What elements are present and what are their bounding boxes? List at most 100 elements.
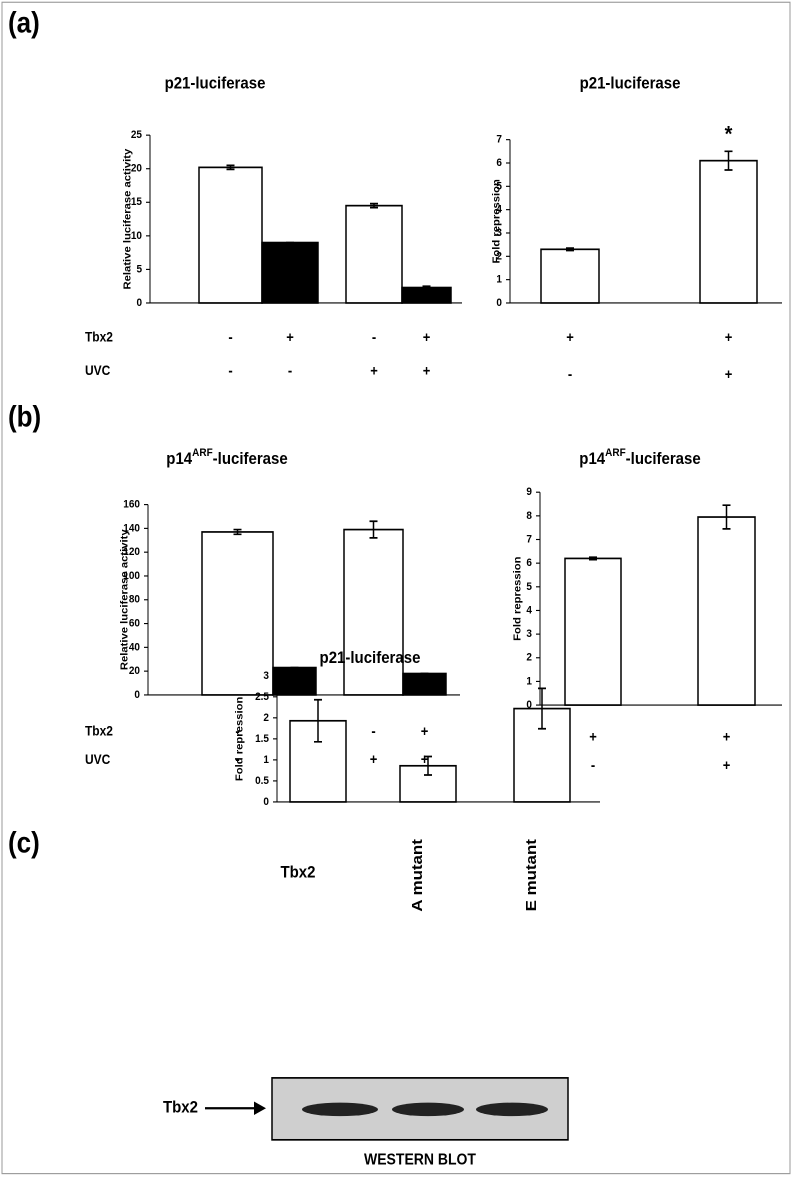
- condition-mark: +: [370, 362, 378, 379]
- y-tick-label: 1: [263, 753, 269, 766]
- title-part: p14: [166, 450, 192, 468]
- y-tick-label: 3: [263, 669, 269, 682]
- y-tick-label: 3: [526, 628, 532, 641]
- y-tick-label: 7: [526, 533, 532, 546]
- bar: [344, 530, 403, 695]
- title-part: p21-luciferase: [580, 75, 681, 93]
- blot-caption: WESTERN BLOT: [364, 1152, 476, 1169]
- y-tick-label: 160: [123, 498, 140, 511]
- page: (a) (b) (c) Tbx2 WESTERN BLOT p21-lucife…: [0, 0, 794, 1182]
- bar: [700, 161, 757, 303]
- y-tick-label: 0: [263, 795, 269, 808]
- title-part: p21-luciferase: [165, 75, 266, 93]
- condition-mark: +: [421, 722, 429, 739]
- bar: [541, 249, 599, 303]
- y-tick-label: 9: [526, 486, 532, 499]
- y-tick-label: 2: [496, 250, 502, 263]
- y-tick-label: 7: [496, 133, 502, 146]
- panel-label: (c): [8, 826, 40, 859]
- y-tick-label: 8: [526, 509, 532, 522]
- chart-title: p21-luciferase: [165, 75, 266, 93]
- bar: [262, 243, 318, 303]
- condition-mark: -: [288, 362, 293, 379]
- y-tick-label: 100: [123, 569, 140, 582]
- title-part: -luciferase: [213, 450, 288, 468]
- band: [392, 1103, 464, 1117]
- arrow-head: [254, 1102, 266, 1116]
- y-tick-label: 20: [131, 162, 142, 175]
- condition-mark: +: [725, 365, 733, 382]
- condition-mark: +: [725, 328, 733, 345]
- condition-mark: +: [589, 728, 597, 745]
- panel-label: (b): [8, 400, 41, 433]
- y-tick-label: 120: [123, 546, 140, 559]
- y-tick-label: 1.5: [255, 732, 269, 745]
- y-tick-label: 5: [496, 180, 502, 193]
- y-tick-label: 20: [129, 665, 140, 678]
- x-tick-label: E mutant: [524, 838, 540, 911]
- y-tick-label: 4: [496, 203, 502, 216]
- condition-mark: +: [566, 328, 574, 345]
- band: [476, 1103, 548, 1117]
- condition-label: Tbx2: [85, 723, 113, 739]
- y-tick-label: 80: [129, 593, 140, 606]
- chart-title: p21-luciferase: [580, 75, 681, 93]
- condition-label: UVC: [85, 751, 110, 767]
- y-tick-label: 4: [526, 604, 532, 617]
- blot-label: Tbx2: [163, 1099, 198, 1117]
- condition-mark: +: [370, 750, 378, 767]
- bar: [346, 206, 402, 303]
- title-superscript: ARF: [192, 446, 213, 459]
- y-tick-label: 25: [131, 129, 142, 142]
- bar: [402, 288, 451, 303]
- panel-label: (a): [8, 6, 40, 39]
- condition-mark: -: [228, 362, 233, 379]
- y-tick-label: 5: [526, 580, 532, 593]
- chart-title: p14ARF-luciferase: [579, 446, 701, 468]
- y-tick-label: 1: [526, 675, 532, 688]
- y-tick-label: 5: [136, 263, 142, 276]
- bar: [698, 517, 755, 705]
- condition-mark: -: [591, 756, 596, 773]
- chart-title: p14ARF-luciferase: [166, 446, 288, 468]
- title-part: p14: [579, 450, 605, 468]
- condition-mark: +: [423, 328, 431, 345]
- annotation: *: [725, 121, 733, 146]
- condition-label: Tbx2: [85, 329, 113, 345]
- condition-mark: +: [286, 328, 294, 345]
- condition-mark: +: [723, 756, 731, 773]
- condition-mark: -: [372, 328, 377, 345]
- y-tick-label: 6: [496, 156, 502, 169]
- y-tick-label: 140: [123, 522, 140, 535]
- condition-mark: -: [228, 328, 233, 345]
- y-tick-label: 1: [496, 273, 502, 286]
- y-tick-label: 40: [129, 641, 140, 654]
- y-tick-label: 3: [496, 226, 502, 239]
- condition-mark: +: [423, 362, 431, 379]
- condition-label: UVC: [85, 363, 110, 379]
- bar: [199, 167, 262, 303]
- y-tick-label: 2: [526, 651, 532, 664]
- y-tick-label: 2: [263, 711, 269, 724]
- title-superscript: ARF: [605, 446, 626, 459]
- condition-mark: -: [371, 722, 376, 739]
- figure: (a) (b) (c) Tbx2 WESTERN BLOT p21-lucife…: [0, 0, 794, 1177]
- bar: [273, 668, 316, 695]
- y-tick-label: 0: [134, 688, 140, 701]
- x-tick-label: A mutant: [410, 838, 426, 911]
- condition-mark: +: [723, 728, 731, 745]
- y-tick-label: 0.5: [255, 774, 269, 787]
- band: [302, 1103, 378, 1117]
- y-tick-label: 10: [131, 229, 142, 242]
- title-part: -luciferase: [626, 450, 701, 468]
- y-axis-label: Fold repression: [512, 556, 523, 640]
- condition-mark: -: [568, 365, 573, 382]
- y-tick-label: 60: [129, 617, 140, 630]
- y-tick-label: 15: [131, 196, 142, 209]
- condition-mark: +: [421, 750, 429, 767]
- title-part: p21-luciferase: [320, 650, 421, 668]
- bar: [565, 558, 621, 705]
- chart-title: p21-luciferase: [320, 650, 421, 668]
- y-tick-label: 2.5: [255, 690, 269, 703]
- bar: [403, 674, 446, 695]
